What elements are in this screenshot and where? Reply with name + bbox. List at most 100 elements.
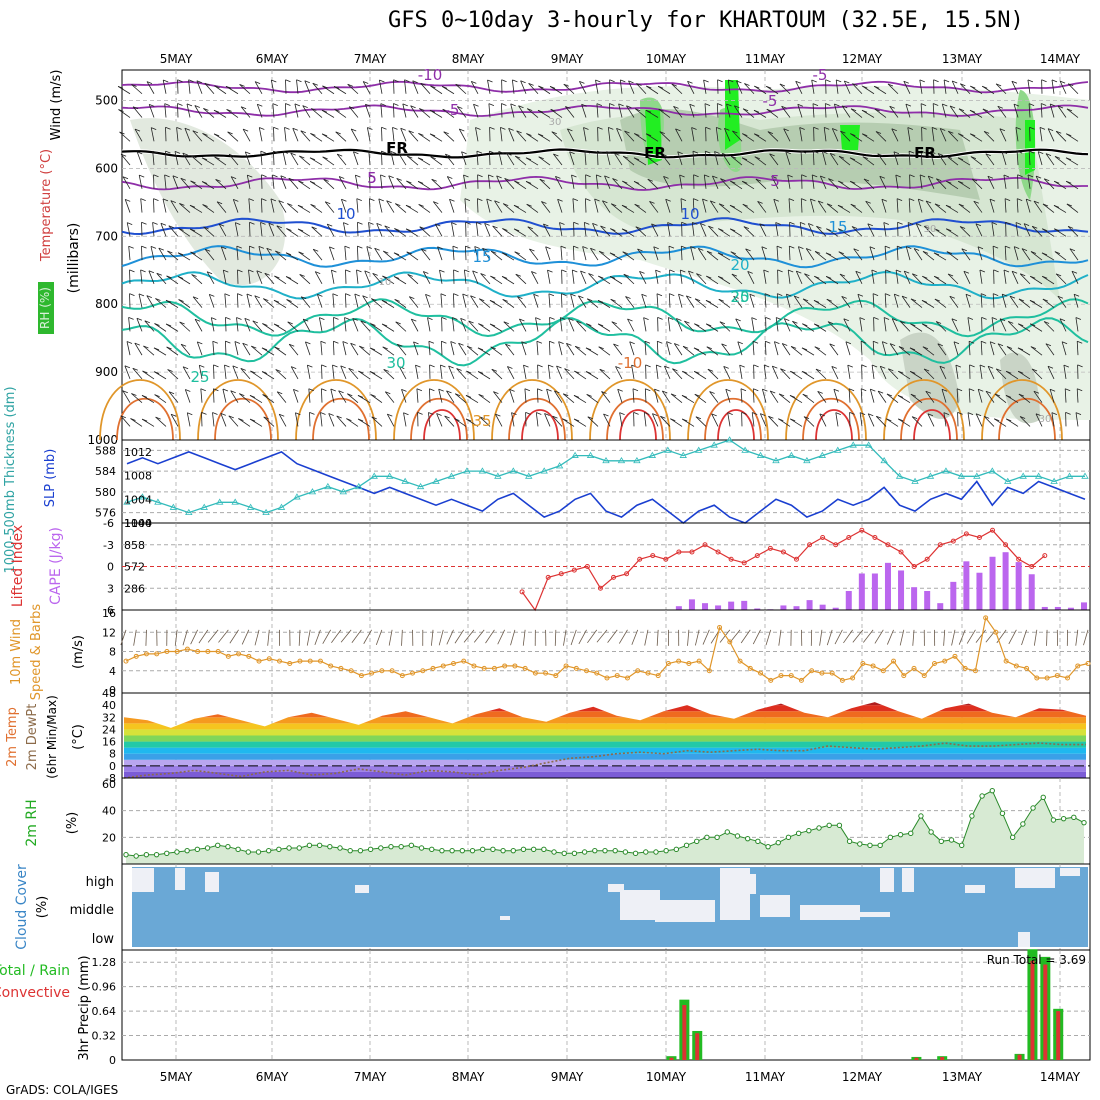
wind-barb-feather: [759, 223, 765, 227]
wind-barb: [491, 369, 503, 380]
wind-barb-feather: [600, 225, 606, 229]
wind-barb: [619, 79, 623, 94]
contour-label: 35: [472, 412, 491, 430]
wind-barb: [507, 366, 515, 380]
wind-barb-feather: [574, 370, 580, 374]
wind-speed-marker: [553, 673, 559, 679]
wind-barb-feather: [696, 273, 702, 276]
wind-barb-feather: [309, 412, 315, 415]
wind-barb: [644, 629, 649, 646]
wind-barb: [834, 103, 839, 118]
cape-bar: [688, 599, 695, 610]
wind-barb: [351, 629, 362, 643]
wind-barb-feather: [884, 245, 891, 249]
rh-marker: [959, 842, 965, 849]
wind-barb: [262, 323, 275, 332]
wind-barb-feather: [946, 251, 953, 254]
wind-barb-feather: [1027, 174, 1034, 178]
wind-barb-feather: [656, 364, 662, 368]
wind-barb-feather: [216, 201, 223, 205]
wind-barb-feather: [991, 317, 998, 320]
wind-barb-feather: [141, 221, 147, 225]
wind-barb-feather: [337, 153, 343, 157]
wind-barb: [715, 127, 719, 142]
rh-marker: [459, 847, 466, 854]
wind-barb-feather: [813, 126, 819, 130]
wind-barb-feather: [202, 204, 208, 207]
wind-barb-feather: [338, 390, 344, 394]
wind-barb: [851, 226, 863, 237]
wind-barb-feather: [137, 151, 143, 155]
wind-barb: [1075, 317, 1079, 332]
wind-barb: [262, 394, 275, 403]
wind-barb-feather: [302, 105, 308, 108]
wind-barb-feather: [1035, 175, 1042, 179]
wind-barb-feather: [853, 248, 859, 252]
rh-marker: [622, 849, 629, 855]
wind-barb: [456, 106, 467, 118]
precip-conv-bar: [914, 1057, 919, 1060]
wind-barb: [876, 416, 887, 427]
wind-barb-feather: [179, 321, 185, 325]
wind-barb: [997, 105, 1007, 118]
lifted-index-marker: [611, 574, 617, 580]
wind-barb: [522, 629, 526, 646]
wind-barb: [631, 629, 639, 645]
thickness-line: [126, 439, 1085, 514]
wind-barb: [398, 366, 407, 380]
wind-barb-feather: [533, 293, 539, 297]
wind-barb: [849, 180, 863, 190]
wind-barb-feather: [949, 295, 955, 299]
wind-barb-feather: [576, 320, 582, 324]
thickness-tick: 588: [95, 444, 116, 457]
wind-barb-feather: [458, 342, 464, 346]
wind-barb: [138, 175, 143, 189]
wind-barb: [920, 151, 923, 166]
wind-barb-feather: [960, 83, 966, 87]
wind-barb: [937, 343, 947, 356]
lifted-index-marker: [807, 542, 813, 548]
wind-barb: [733, 296, 743, 308]
wind-barb: [1018, 298, 1031, 308]
thickness-marker: [834, 446, 842, 453]
wind-speed-marker: [328, 663, 334, 669]
chart-title: GFS 0~10day 3-hourly for KHARTOUM (32.5E…: [388, 8, 1024, 33]
wind-barb-feather: [610, 298, 616, 302]
wind-barb: [544, 413, 551, 427]
wind-barb: [519, 318, 527, 332]
cloud-background: [132, 867, 1088, 947]
wind-barb: [565, 106, 575, 118]
wind-barb-feather: [131, 393, 137, 396]
wind-barb: [336, 153, 347, 166]
wind-barb: [516, 130, 527, 142]
wind-barb-feather: [933, 103, 939, 106]
wind-barb-feather: [165, 126, 171, 130]
wind-speed-marker: [143, 651, 149, 657]
wind-barb: [406, 251, 419, 261]
wind-barb: [366, 246, 371, 261]
rh-marker: [235, 846, 241, 853]
rh-marker: [143, 851, 150, 858]
wind-barb-feather: [585, 198, 591, 201]
lifted-index-marker: [833, 542, 839, 548]
wind-barb: [646, 156, 659, 166]
wind-barb-feather: [1041, 79, 1047, 83]
wind-barb: [489, 323, 503, 332]
wind-barb-feather: [489, 126, 495, 130]
wind-barb-feather: [862, 85, 868, 89]
wind-barb-feather: [502, 299, 508, 302]
wind-barb: [442, 108, 455, 118]
wind-barb: [394, 299, 407, 308]
wind-barb: [634, 203, 647, 213]
wind-barb-feather: [680, 198, 687, 201]
temp-band: [124, 741, 1086, 748]
wind-barb-feather: [682, 370, 688, 374]
wind-barb: [1069, 248, 1079, 261]
precip-conv-bar: [1030, 960, 1035, 1060]
wind-speed-marker: [931, 661, 937, 667]
wind-barb-feather: [958, 203, 965, 207]
wind-barb-feather: [659, 131, 665, 134]
wind-barb-feather: [1042, 275, 1048, 279]
